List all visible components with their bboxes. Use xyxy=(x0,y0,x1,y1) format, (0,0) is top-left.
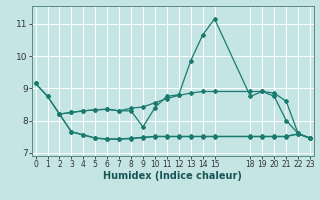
X-axis label: Humidex (Indice chaleur): Humidex (Indice chaleur) xyxy=(103,171,242,181)
